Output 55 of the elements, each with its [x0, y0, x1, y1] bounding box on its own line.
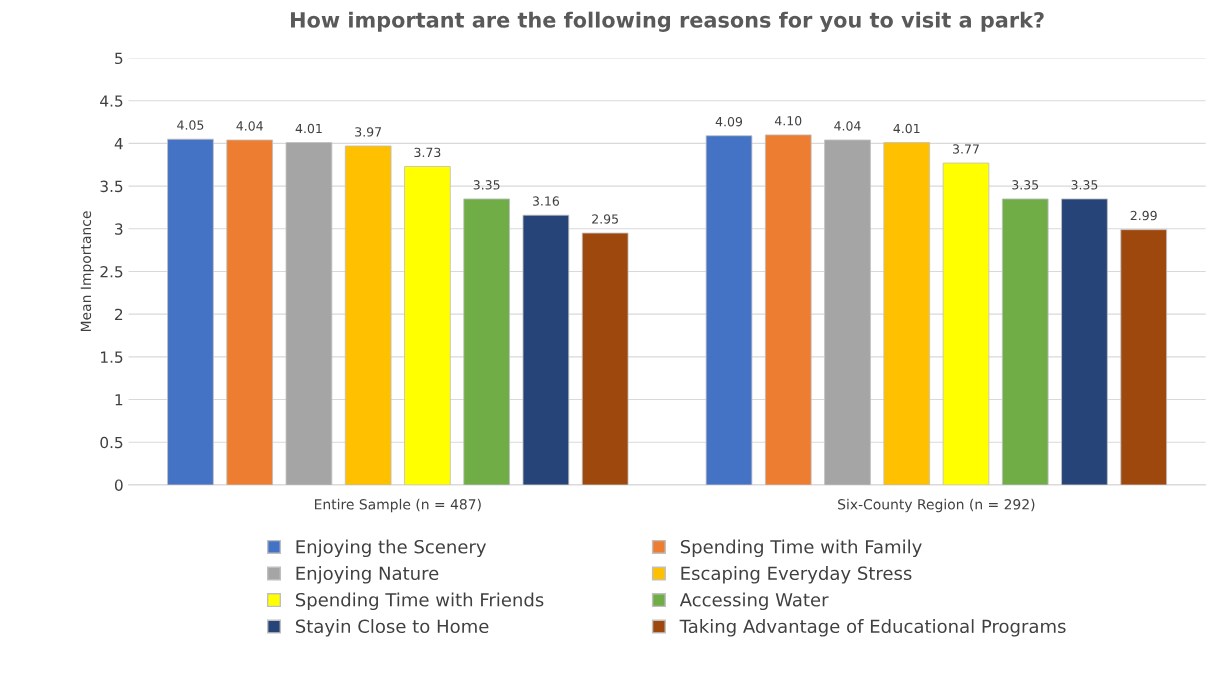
data-label: 3.35: [1071, 180, 1098, 190]
y-tick-label: 0: [114, 479, 123, 491]
data-label: 3.16: [532, 196, 560, 206]
y-tick-label: 1.5: [101, 351, 123, 363]
legend-label: Enjoying the Scenery: [296, 539, 487, 558]
y-tick-label: 4.5: [100, 95, 123, 107]
bar: [705, 135, 753, 485]
y-tick-label: 1: [115, 394, 123, 406]
data-label: 4.01: [893, 123, 920, 134]
y-tick-label: 3: [115, 223, 123, 235]
bar: [764, 134, 812, 485]
legend-label: Escaping Everyday Stress: [681, 566, 912, 584]
legend-label: Stayin Close to Home: [295, 619, 489, 637]
data-label: 4.01: [295, 123, 322, 134]
y-tick-label: 2: [115, 308, 123, 320]
legend-label: Enjoying Nature: [296, 566, 439, 584]
data-label: 3.77: [953, 144, 979, 154]
data-label: 4.04: [834, 121, 861, 131]
bar: [344, 145, 392, 485]
bar: [522, 214, 570, 485]
data-label: 3.35: [1012, 180, 1039, 190]
legend-label: Taking Advantage of Educational Programs: [679, 619, 1066, 637]
data-label: 4.10: [774, 116, 802, 126]
y-axis-title: Mean Importance: [80, 211, 94, 332]
bar: [285, 142, 333, 485]
bar: [942, 162, 990, 485]
data-label: 4.05: [177, 120, 204, 130]
y-tick-label: 0.5: [100, 436, 123, 449]
bar: [167, 138, 214, 485]
data-label: 3.97: [355, 127, 382, 137]
legend-label: Spending Time with Friends: [295, 592, 544, 611]
data-label: 3.73: [414, 147, 441, 158]
bar: [1061, 198, 1108, 485]
y-tick-label: 4: [114, 138, 123, 150]
data-label: 3.35: [473, 180, 500, 190]
bar: [1120, 229, 1168, 485]
data-label: 4.04: [236, 121, 263, 131]
y-tick-label: 3.5: [100, 180, 123, 193]
data-label: 4.09: [715, 116, 743, 127]
bar: [226, 139, 273, 485]
y-tick-label: 2.5: [100, 265, 123, 278]
data-label: 2.99: [1130, 210, 1157, 221]
y-tick-label: 5: [115, 52, 123, 65]
legend-label: Accessing Water: [679, 592, 829, 611]
chart-title: How important are the following reasons for you to visit a park?: [291, 11, 1044, 32]
bar: [1001, 198, 1049, 485]
legend-label: Spending Time with Family: [680, 539, 922, 558]
bar: [463, 198, 510, 485]
x-tick-label: Entire Sample (n = 487): [314, 498, 481, 513]
bar: [404, 166, 451, 485]
data-label: 2.95: [592, 214, 618, 224]
x-tick-label: Six-County Region (n = 292): [838, 498, 1035, 513]
bar: [883, 142, 931, 485]
bar: [824, 139, 871, 485]
bar: [581, 232, 629, 485]
